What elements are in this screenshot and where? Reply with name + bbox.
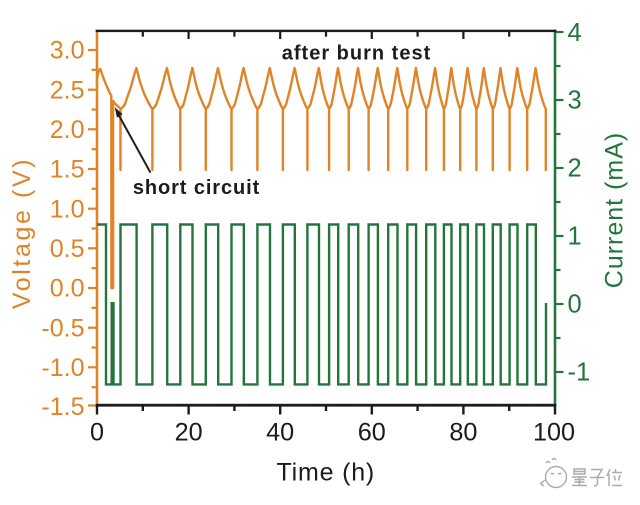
svg-text:-1.0: -1.0	[41, 354, 84, 382]
svg-text:-1.5: -1.5	[41, 393, 84, 421]
svg-text:3: 3	[568, 87, 582, 115]
svg-text:0: 0	[568, 291, 582, 319]
svg-text:short circuit: short circuit	[133, 177, 260, 199]
svg-text:-1: -1	[568, 359, 591, 387]
svg-text:1.5: 1.5	[50, 156, 85, 184]
svg-text:2.0: 2.0	[50, 116, 85, 144]
svg-text:1: 1	[568, 223, 582, 251]
svg-text:100: 100	[533, 419, 575, 447]
svg-text:Time (h): Time (h)	[277, 459, 376, 487]
svg-text:-0.5: -0.5	[41, 314, 84, 342]
svg-text:60: 60	[358, 419, 386, 447]
svg-text:after burn test: after burn test	[282, 43, 431, 65]
svg-text:80: 80	[449, 419, 477, 447]
svg-text:Current (mA): Current (mA)	[601, 132, 629, 288]
svg-text:2.5: 2.5	[50, 76, 85, 104]
svg-text:3.0: 3.0	[50, 37, 85, 65]
svg-text:Voltage (V): Voltage (V)	[8, 157, 36, 309]
svg-text:0: 0	[90, 419, 104, 447]
svg-text:40: 40	[266, 419, 294, 447]
svg-text:4: 4	[568, 19, 582, 47]
svg-text:2: 2	[568, 155, 582, 183]
svg-text:20: 20	[175, 419, 203, 447]
svg-text:1.0: 1.0	[50, 195, 85, 223]
svg-text:0.5: 0.5	[50, 235, 85, 263]
svg-text:0.0: 0.0	[50, 275, 85, 303]
